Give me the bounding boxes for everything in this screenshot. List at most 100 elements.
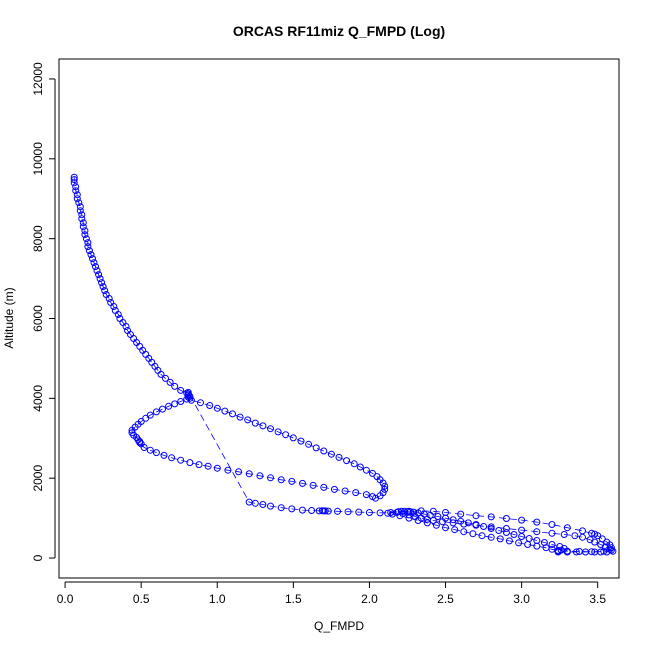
data-point: [171, 382, 179, 390]
data-point: [259, 501, 267, 508]
data-point: [204, 462, 212, 470]
data-point: [305, 440, 313, 448]
data-point: [607, 546, 615, 554]
data-point: [79, 223, 87, 231]
data-point: [432, 521, 440, 529]
data-point: [355, 508, 363, 516]
data-point: [72, 183, 80, 191]
data-point: [95, 271, 103, 279]
data-point: [70, 179, 78, 187]
data-point: [157, 370, 165, 378]
data-point: [586, 536, 594, 544]
plot-frame: [58, 58, 620, 579]
data-point: [502, 525, 510, 532]
data-point: [334, 507, 341, 515]
data-point: [396, 512, 404, 520]
x-tick-label: 1.0: [209, 592, 226, 606]
data-point: [449, 519, 457, 527]
data-point: [89, 255, 96, 263]
data-point: [344, 508, 352, 516]
data-point: [472, 521, 480, 529]
data-point: [140, 444, 148, 451]
data-point: [87, 251, 95, 259]
data-point: [81, 227, 89, 235]
data-point: [439, 518, 446, 526]
data-point: [76, 207, 84, 215]
data-point: [460, 520, 468, 528]
data-point: [142, 414, 150, 422]
data-point: [548, 529, 556, 537]
data-point: [160, 451, 168, 459]
data-point: [429, 507, 437, 515]
data-point: [575, 548, 583, 555]
data-point: [70, 176, 78, 184]
data-point: [362, 466, 370, 474]
data-point: [308, 507, 316, 514]
y-tick-label: 6000: [31, 305, 45, 332]
x-tick-label: 0.0: [57, 592, 74, 606]
data-point: [600, 547, 608, 555]
data-point: [563, 547, 571, 555]
y-tick-label: 4000: [31, 385, 45, 412]
data-point: [548, 541, 556, 548]
data-point: [267, 474, 274, 482]
data-point: [405, 514, 413, 522]
data-point: [288, 505, 296, 513]
data-point: [152, 449, 160, 457]
data-point: [320, 483, 328, 491]
data-point: [93, 267, 101, 275]
data-point: [341, 487, 349, 495]
data-point: [98, 279, 106, 287]
data-point: [487, 533, 495, 541]
data-point: [152, 408, 160, 416]
y-axis: 0 2000 4000 6000 8000 10000 12000: [31, 62, 56, 561]
data-point: [457, 510, 465, 518]
x-tick-label: 2.5: [437, 592, 454, 606]
data-point: [146, 411, 154, 419]
data-point: [165, 402, 173, 410]
data-point: [236, 413, 244, 421]
data-point: [487, 513, 495, 521]
data-point: [84, 239, 92, 247]
data-point: [460, 528, 468, 536]
data-point: [267, 425, 274, 433]
data-point: [177, 456, 185, 464]
chart-title: ORCAS RF11miz Q_FMPD (Log): [233, 23, 445, 39]
y-tick-label: 2000: [31, 465, 45, 492]
series-layer: [70, 173, 617, 556]
data-point: [251, 419, 259, 427]
data-point: [533, 518, 541, 526]
data-point: [487, 523, 495, 531]
data-point: [502, 515, 510, 522]
data-point: [245, 470, 253, 478]
y-tick-label: 0: [31, 554, 45, 561]
data-point: [572, 548, 580, 556]
data-point: [384, 509, 392, 517]
data-point: [369, 469, 376, 477]
y-tick-label: 12000: [31, 62, 45, 96]
data-point: [502, 529, 510, 536]
data-point: [277, 476, 285, 484]
data-point: [451, 526, 459, 534]
data-point: [362, 491, 370, 499]
data-point: [84, 243, 92, 251]
data-point: [289, 434, 297, 442]
data-point: [405, 507, 413, 515]
data-point: [350, 460, 358, 468]
data-point: [81, 231, 89, 239]
data-point: [99, 283, 107, 291]
data-point: [388, 510, 396, 518]
data-point: [321, 507, 329, 515]
data-point: [533, 542, 541, 550]
data-point: [277, 504, 285, 512]
data-point: [423, 519, 431, 527]
data-point: [335, 453, 343, 461]
data-point: [533, 528, 541, 536]
data-point: [76, 203, 84, 211]
x-axis-label: Q_FMPD: [314, 619, 364, 633]
data-point: [579, 527, 586, 535]
data-point: [122, 323, 130, 330]
data-point: [495, 527, 503, 534]
data-point: [244, 416, 252, 424]
